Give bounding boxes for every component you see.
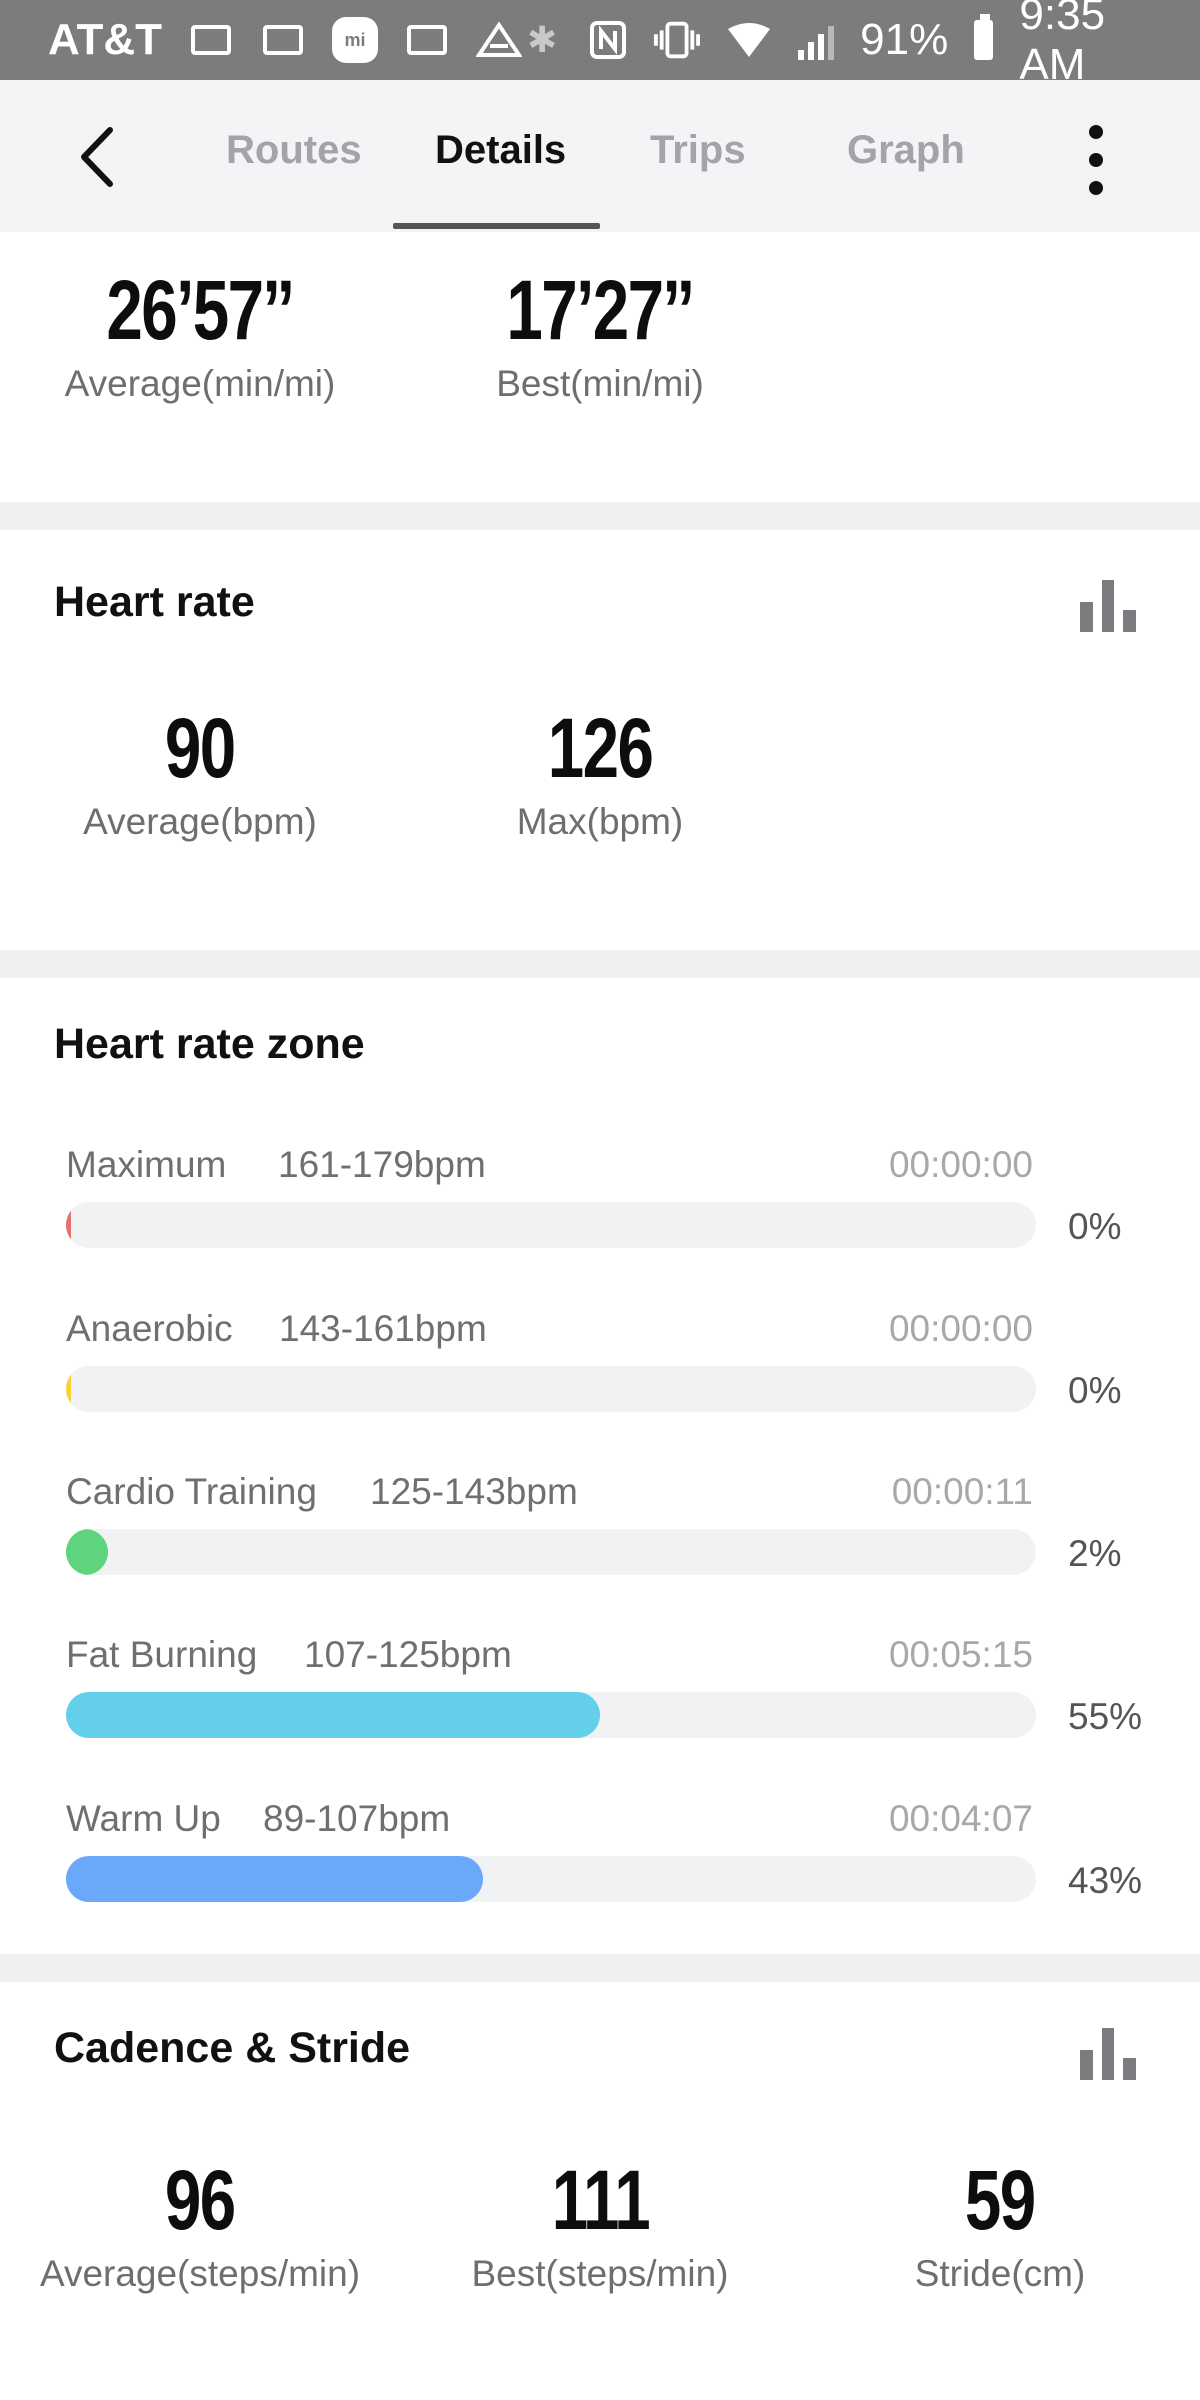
mi-fit-icon: mi [332, 17, 379, 63]
more-dot-icon [1089, 125, 1103, 139]
status-left: AT&T mi [48, 15, 523, 65]
zone-range: 107-125bpm [304, 1634, 512, 1675]
heart-rate-zone-title: Heart rate zone [54, 1020, 365, 1068]
nfc-icon [588, 20, 628, 60]
zone-time: 00:00:11 [891, 1471, 1033, 1512]
zone-fat-burning: Fat Burning 107-125bpm 00:05:15 55% [66, 1634, 1166, 1798]
more-dot-icon [1089, 181, 1103, 195]
battery-percent: 91% [860, 15, 949, 64]
zone-bar [66, 1529, 1036, 1575]
zone-range: 161-179bpm [278, 1144, 486, 1185]
zone-time: 00:05:15 [888, 1634, 1033, 1675]
zone-name: Fat Burning [66, 1634, 258, 1675]
hr-max-stat: 126 Max(bpm) [400, 700, 800, 843]
pace-best-label: Best(min/mi) [496, 363, 704, 404]
zone-name: Warm Up [66, 1798, 221, 1839]
gmail-icon [260, 20, 306, 60]
zone-name: Maximum [66, 1144, 227, 1185]
zone-time: 00:00:00 [888, 1144, 1033, 1185]
image-icon [404, 20, 450, 60]
hr-average-value: 90 [165, 701, 236, 795]
cadence-best-stat: 111 Best(steps/min) [400, 2152, 800, 2295]
pace-average-value: 26’57’’ [106, 263, 295, 357]
back-button[interactable] [70, 122, 130, 192]
bar-chart-icon[interactable] [1080, 580, 1137, 632]
cadence-best-label: Best(steps/min) [471, 2253, 729, 2294]
bluetooth-icon: ✱ [526, 19, 558, 60]
stride-value: 59 [965, 2153, 1036, 2247]
mi-label: mi [332, 17, 379, 63]
more-options-button[interactable] [1080, 125, 1112, 195]
zone-percent: 0% [1068, 1206, 1122, 1247]
heart-rate-title: Heart rate [54, 578, 255, 626]
zone-bar [66, 1202, 1036, 1248]
heart-rate-zone-card: Heart rate zone Maximum 161-179bpm 00:00… [0, 978, 1200, 1954]
cadence-average-value: 96 [165, 2153, 236, 2247]
pace-average-stat: 26’57’’ Average(min/mi) [0, 262, 400, 405]
zone-time: 00:04:07 [888, 1798, 1033, 1839]
zone-percent: 43% [1068, 1860, 1143, 1901]
cadence-best-value: 111 [551, 2153, 650, 2247]
status-right: ✱ 91% 9:35 AM [522, 0, 1160, 90]
hr-average-stat: 90 Average(bpm) [0, 700, 400, 843]
battery-icon [974, 14, 994, 60]
arrow-icon [476, 20, 523, 60]
zone-bar [66, 1856, 1036, 1902]
zone-percent: 55% [1068, 1696, 1143, 1737]
zone-bar-fill [66, 1529, 108, 1575]
zone-name: Cardio Training [66, 1471, 317, 1512]
cadence-stride-card: Cadence & Stride 96 Average(steps/min) 1… [0, 1982, 1200, 2400]
pace-average-label: Average(min/mi) [64, 363, 336, 404]
tab-details[interactable]: Details [435, 128, 567, 172]
zone-range: 143-161bpm [279, 1308, 487, 1349]
cadence-average-label: Average(steps/min) [39, 2253, 361, 2294]
zone-bar-fill [66, 1692, 600, 1738]
clock: 9:35 AM [1019, 0, 1106, 89]
zone-bar [66, 1692, 1036, 1738]
more-dot-icon [1089, 153, 1103, 167]
zone-bar-fill [66, 1856, 483, 1902]
zone-time: 00:00:00 [888, 1308, 1033, 1349]
zone-range: 89-107bpm [263, 1798, 451, 1839]
zone-name: Anaerobic [66, 1308, 233, 1349]
cadence-stride-title: Cadence & Stride [54, 2024, 411, 2072]
wifi-icon [726, 20, 772, 60]
tab-routes[interactable]: Routes [226, 128, 362, 172]
back-arrow-icon [81, 127, 113, 187]
tab-trips[interactable]: Trips [650, 128, 746, 172]
zone-bar [66, 1366, 1036, 1412]
zone-anaerobic: Anaerobic 143-161bpm 00:00:00 0% [66, 1308, 1166, 1472]
signal-icon [798, 20, 835, 60]
heart-rate-card: Heart rate 90 Average(bpm) 126 Max(bpm) [0, 530, 1200, 950]
hr-max-label: Max(bpm) [516, 801, 684, 842]
pace-card: 26’57’’ Average(min/mi) 17’27’’ Best(min… [0, 232, 1200, 502]
pace-best-stat: 17’27’’ Best(min/mi) [400, 262, 800, 405]
active-tab-indicator [393, 223, 600, 229]
cadence-average-stat: 96 Average(steps/min) [0, 2152, 400, 2295]
zone-percent: 2% [1068, 1533, 1122, 1574]
zone-maximum: Maximum 161-179bpm 00:00:00 0% [66, 1144, 1166, 1308]
top-navigation: Routes Details Trips Graph [0, 80, 1200, 232]
zone-bar-fill [66, 1202, 71, 1248]
zone-range: 125-143bpm [370, 1471, 578, 1512]
vibrate-icon [654, 20, 701, 60]
tab-graph[interactable]: Graph [847, 128, 965, 172]
zone-percent: 0% [1068, 1370, 1122, 1411]
carrier-name: AT&T [48, 15, 163, 64]
zone-bar-fill [66, 1366, 71, 1412]
hr-average-label: Average(bpm) [83, 801, 317, 842]
stride-label: Stride(cm) [914, 2253, 1086, 2294]
gmail-icon [188, 20, 234, 60]
bar-chart-icon[interactable] [1080, 2028, 1137, 2080]
zone-warm-up: Warm Up 89-107bpm 00:04:07 43% [66, 1798, 1166, 1962]
stride-stat: 59 Stride(cm) [800, 2152, 1200, 2295]
hr-max-value: 126 [547, 701, 654, 795]
pace-best-value: 17’27’’ [506, 263, 695, 357]
status-bar: AT&T mi ✱ 91% 9:35 AM [0, 0, 1200, 89]
zone-cardio-training: Cardio Training 125-143bpm 00:00:11 2% [66, 1471, 1166, 1635]
